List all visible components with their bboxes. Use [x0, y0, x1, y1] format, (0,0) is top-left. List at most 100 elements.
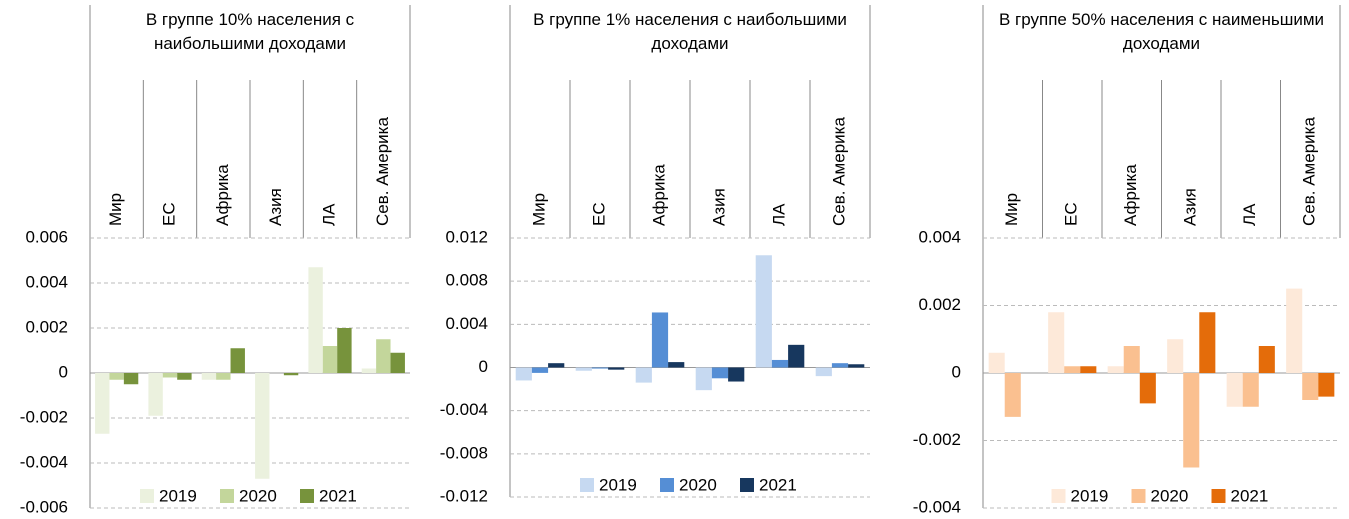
legend-swatch [1051, 489, 1066, 503]
legend-label: 2020 [1151, 486, 1189, 505]
category-label: Азия [709, 188, 728, 226]
bar [1302, 373, 1319, 400]
bar [668, 362, 685, 368]
bar [322, 346, 338, 373]
legend-label: 2021 [1231, 486, 1269, 505]
legend-swatch [140, 489, 154, 503]
y-tick-label: 0 [952, 362, 961, 381]
legend-label: 2021 [319, 486, 357, 505]
category-label: ЛА [319, 203, 338, 226]
bar [771, 359, 789, 368]
bar [755, 255, 772, 368]
bar [1107, 366, 1124, 373]
bar [695, 367, 712, 391]
chart-title: В группе 10% населения с наибольшими дох… [145, 10, 355, 53]
category-label: ЛА [769, 203, 788, 226]
y-tick-label: 0.012 [445, 227, 488, 246]
category-label: Мир [529, 193, 548, 226]
bar [788, 344, 805, 368]
legend-swatch [300, 489, 314, 503]
y-tick-label: -0.004 [913, 497, 961, 516]
bar [255, 373, 270, 479]
bar [162, 373, 178, 378]
bar [95, 373, 110, 434]
category-label: Азия [266, 188, 285, 226]
bar [651, 312, 669, 368]
y-tick-label: -0.002 [20, 407, 68, 426]
y-tick-label: -0.002 [913, 430, 961, 449]
y-tick-label: -0.012 [440, 486, 488, 505]
y-tick-label: -0.004 [440, 400, 488, 419]
y-tick-label: -0.008 [440, 443, 488, 462]
y-tick-label: 0.006 [25, 227, 68, 246]
bar [1183, 373, 1200, 468]
bar [1004, 373, 1021, 417]
category-label: Африка [1121, 164, 1140, 226]
bar [390, 352, 405, 373]
bar [1123, 346, 1140, 373]
legend-label: 2021 [759, 475, 797, 494]
y-tick-label: 0.008 [445, 271, 488, 290]
bar [591, 367, 609, 369]
bar [1199, 312, 1216, 373]
legend-label: 2019 [1071, 486, 1109, 505]
bar [815, 367, 832, 377]
bar [201, 373, 217, 380]
y-tick-label: 0.002 [25, 317, 68, 336]
bar [635, 367, 652, 383]
bar [831, 363, 849, 368]
bar [531, 367, 549, 373]
legend-swatch [740, 478, 754, 492]
bar [711, 367, 729, 379]
bar [548, 363, 565, 368]
category-label: Сев. Америка [1300, 117, 1319, 226]
y-tick-label: -0.006 [20, 497, 68, 516]
legend-label: 2020 [239, 486, 277, 505]
bar [337, 328, 352, 373]
category-label: Африка [213, 164, 232, 226]
category-label: ЕС [1062, 202, 1081, 226]
y-tick-label: 0 [479, 357, 488, 376]
chart-title: В группе 1% населения с наибольшими дохо… [533, 10, 847, 53]
legend-label: 2020 [679, 475, 717, 494]
y-tick-label: 0.002 [918, 295, 961, 314]
bar [1242, 373, 1259, 407]
bar [1080, 366, 1097, 373]
bar [123, 373, 139, 385]
bar [361, 368, 377, 373]
bar [1139, 373, 1156, 404]
bar [230, 348, 245, 373]
bar [1286, 288, 1303, 373]
y-tick-label: 0.004 [918, 227, 961, 246]
bar [848, 364, 865, 368]
bar [1226, 373, 1243, 407]
category-label: Сев. Америка [829, 117, 848, 226]
bar [283, 373, 299, 376]
category-label: ЕС [589, 202, 608, 226]
bar [1318, 373, 1335, 397]
category-label: ЛА [1240, 203, 1259, 226]
category-label: Мир [106, 193, 125, 226]
bar [216, 373, 231, 380]
bar [376, 339, 391, 373]
chart-title: В группе 50% населения с наименьшими дох… [998, 10, 1325, 53]
bar [1064, 366, 1081, 373]
chart-title-box: В группе 50% населения с наименьшими дох… [998, 10, 1325, 53]
bar [728, 367, 745, 382]
bar [1167, 339, 1184, 373]
legend-label: 2019 [159, 486, 197, 505]
y-tick-label: 0.004 [25, 272, 68, 291]
legend-swatch [660, 478, 674, 492]
chart-title-box: В группе 10% населения с наибольшими дох… [145, 10, 355, 53]
legend-swatch [580, 478, 594, 492]
legend-label: 2019 [599, 475, 637, 494]
chart-title-box: В группе 1% населения с наибольшими дохо… [533, 10, 847, 53]
legend-swatch [1131, 489, 1146, 503]
category-label: Африка [649, 164, 668, 226]
bar [515, 367, 532, 381]
bar [608, 367, 625, 370]
category-label: Азия [1181, 188, 1200, 226]
bar [308, 267, 323, 373]
bar [109, 373, 124, 380]
